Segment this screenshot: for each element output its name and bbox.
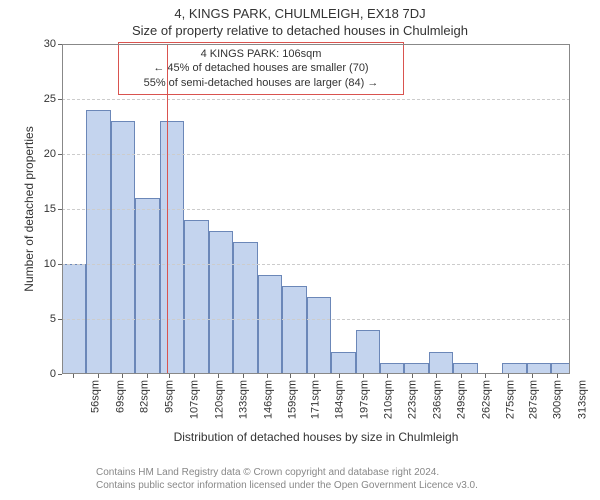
y-tick-mark xyxy=(58,319,62,320)
x-tick-mark xyxy=(314,374,315,378)
x-tick-label: 56sqm xyxy=(90,380,102,413)
x-tick-mark xyxy=(508,374,509,378)
x-tick-mark xyxy=(557,374,558,378)
y-axis-label: Number of detached properties xyxy=(22,109,36,309)
x-tick-label: 146sqm xyxy=(262,380,274,419)
x-tick-mark xyxy=(412,374,413,378)
y-tick-mark xyxy=(58,374,62,375)
y-tick-label: 20 xyxy=(44,148,56,160)
x-tick-label: 300sqm xyxy=(552,380,564,419)
x-tick-mark xyxy=(218,374,219,378)
x-tick-mark xyxy=(243,374,244,378)
x-tick-mark xyxy=(290,374,291,378)
footer-line-1: Contains HM Land Registry data © Crown c… xyxy=(96,466,478,479)
x-tick-mark xyxy=(98,374,99,378)
x-tick-mark xyxy=(436,374,437,378)
x-tick-mark xyxy=(194,374,195,378)
y-tick-label: 10 xyxy=(44,258,56,270)
x-tick-mark xyxy=(387,374,388,378)
y-tick-label: 25 xyxy=(44,93,56,105)
x-tick-label: 249sqm xyxy=(456,380,468,419)
x-axis-label: Distribution of detached houses by size … xyxy=(62,430,570,444)
x-tick-mark xyxy=(169,374,170,378)
histogram-chart: 051015202530 56sqm69sqm82sqm95sqm107sqm1… xyxy=(62,44,570,374)
x-tick-label: 184sqm xyxy=(334,380,346,419)
x-tick-label: 287sqm xyxy=(527,380,539,419)
x-tick-label: 210sqm xyxy=(383,380,395,419)
y-tick-mark xyxy=(58,209,62,210)
x-tick-label: 133sqm xyxy=(238,380,250,419)
y-tick-label: 30 xyxy=(44,38,56,50)
y-tick-mark xyxy=(58,99,62,100)
y-tick-label: 0 xyxy=(50,368,56,380)
x-tick-label: 171sqm xyxy=(309,380,321,419)
x-tick-label: 120sqm xyxy=(213,380,225,419)
x-tick-label: 275sqm xyxy=(505,380,517,419)
y-tick-mark xyxy=(58,154,62,155)
x-tick-label: 159sqm xyxy=(287,380,299,419)
y-tick-mark xyxy=(58,264,62,265)
x-tick-label: 95sqm xyxy=(163,380,175,413)
x-tick-label: 69sqm xyxy=(114,380,126,413)
x-tick-label: 236sqm xyxy=(432,380,444,419)
x-tick-mark xyxy=(339,374,340,378)
footer-attribution: Contains HM Land Registry data © Crown c… xyxy=(96,466,478,492)
y-tick-label: 5 xyxy=(50,313,56,325)
x-tick-label: 262sqm xyxy=(480,380,492,419)
y-tick-label: 15 xyxy=(44,203,56,215)
x-tick-mark xyxy=(267,374,268,378)
x-tick-mark xyxy=(485,374,486,378)
x-tick-mark xyxy=(147,374,148,378)
plot-border xyxy=(62,44,570,374)
x-tick-mark xyxy=(461,374,462,378)
x-tick-mark xyxy=(73,374,74,378)
x-tick-label: 197sqm xyxy=(358,380,370,419)
x-tick-label: 107sqm xyxy=(189,380,201,419)
x-tick-label: 313sqm xyxy=(576,380,588,419)
chart-title: Size of property relative to detached ho… xyxy=(0,21,600,38)
x-tick-label: 223sqm xyxy=(407,380,419,419)
page-title: 4, KINGS PARK, CHULMLEIGH, EX18 7DJ xyxy=(0,0,600,21)
x-tick-mark xyxy=(122,374,123,378)
y-tick-mark xyxy=(58,44,62,45)
footer-line-2: Contains public sector information licen… xyxy=(96,479,478,492)
x-tick-mark xyxy=(363,374,364,378)
x-tick-label: 82sqm xyxy=(139,380,151,413)
x-tick-mark xyxy=(532,374,533,378)
